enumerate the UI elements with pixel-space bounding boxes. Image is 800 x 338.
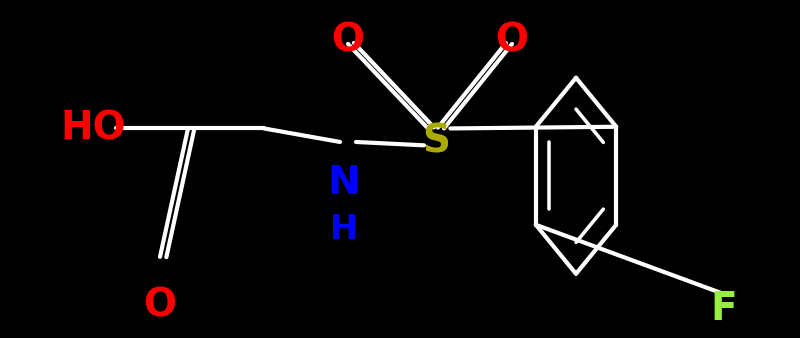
Text: F: F	[710, 290, 738, 328]
Text: O: O	[331, 22, 365, 59]
Text: H: H	[330, 213, 358, 246]
Text: O: O	[143, 287, 177, 325]
Text: S: S	[422, 123, 450, 161]
Text: HO: HO	[60, 110, 126, 147]
Text: N: N	[328, 164, 360, 201]
Text: O: O	[495, 22, 529, 59]
